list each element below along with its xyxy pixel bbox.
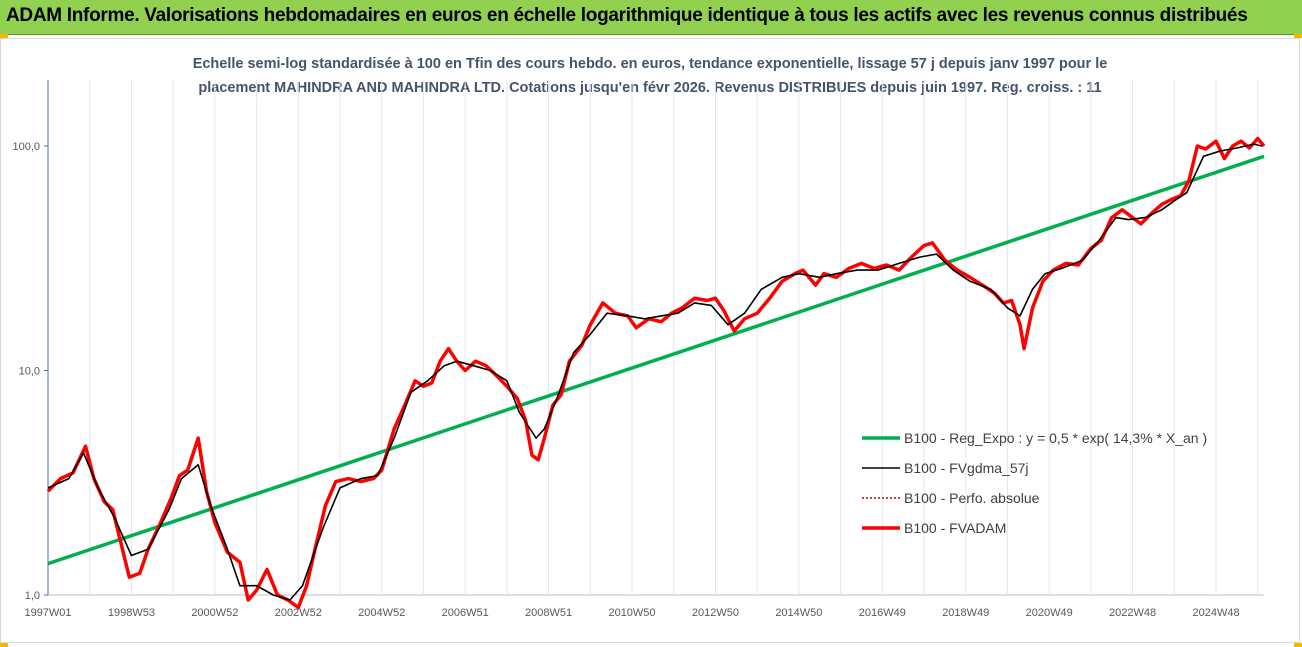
x-tick-label: 2000W52: [191, 607, 238, 619]
x-tick-label: 2024W48: [1192, 607, 1239, 619]
chart-title-line-2: placement MAHINDRA AND MAHINDRA LTD. Cot…: [198, 80, 1102, 96]
y-tick-label: 10,0: [19, 366, 40, 378]
x-tick-label: 2014W50: [775, 607, 822, 619]
x-tick-label: 2002W52: [275, 607, 322, 619]
x-tick-label: 2012W50: [692, 607, 739, 619]
corner-marker: [1294, 643, 1302, 647]
corner-marker: [1294, 34, 1302, 38]
report-title: ADAM Informe. Valorisations hebdomadaire…: [6, 5, 1248, 26]
x-tick-label: 1998W53: [108, 607, 155, 619]
y-tick-label: 1,0: [25, 590, 40, 602]
legend-label: B100 - FVgdma_57j: [904, 460, 1029, 476]
x-tick-label: 2010W50: [608, 607, 655, 619]
corner-marker: [0, 34, 8, 38]
legend-label: B100 - Reg_Expo : y = 0,5 * exp( 14,3% *…: [904, 430, 1207, 446]
x-tick-label: 2018W49: [942, 607, 989, 619]
legend: B100 - Reg_Expo : y = 0,5 * exp( 14,3% *…: [862, 430, 1207, 536]
x-axis-ticks: 1997W01 1998W53 2000W52 2002W52 2004W52 2006W…: [24, 607, 1239, 619]
y-tick-label: 100,0: [12, 141, 40, 153]
series-line-0: [47, 154, 1265, 566]
x-tick-label: 2022W48: [1109, 607, 1156, 619]
x-tick-label: 2008W51: [525, 607, 572, 619]
x-tick-label: 2016W49: [859, 607, 906, 619]
chart-title: Echelle semi-log standardisée à 100 en T…: [160, 52, 1140, 100]
series-lines: [46, 136, 1266, 610]
series-line-1: [47, 143, 1263, 601]
legend-label: B100 - Perfo. absolue: [904, 490, 1040, 506]
legend-label: B100 - FVADAM: [904, 520, 1006, 536]
x-tick-label: 1997W01: [24, 607, 71, 619]
y-axis-ticks: 1,0 10,0 100,0: [12, 141, 48, 602]
gridlines: [47, 80, 1264, 596]
chart-frame: [0, 38, 1300, 643]
chart-title-line-1: Echelle semi-log standardisée à 100 en T…: [192, 56, 1108, 72]
series-line-3: [46, 136, 1266, 610]
x-tick-label: 2006W51: [442, 607, 489, 619]
x-tick-label: 2020W49: [1026, 607, 1073, 619]
report-header-bar: ADAM Informe. Valorisations hebdomadaire…: [0, 0, 1302, 35]
corner-marker: [0, 643, 8, 647]
x-tick-label: 2004W52: [358, 607, 405, 619]
